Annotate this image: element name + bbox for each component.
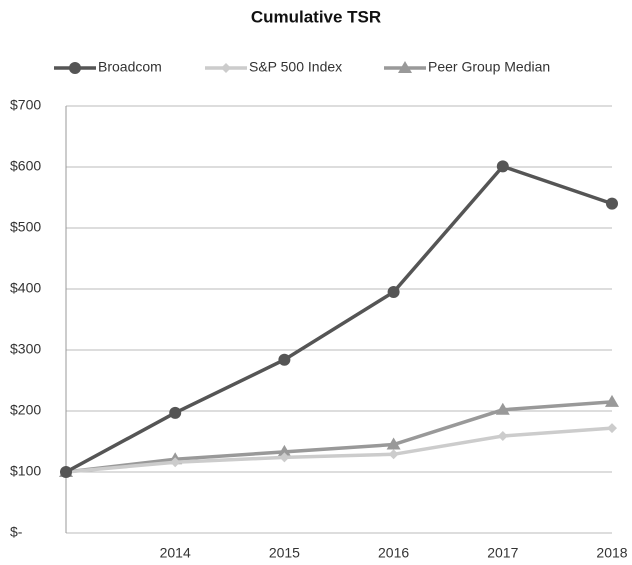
legend-marker bbox=[221, 63, 231, 73]
data-point bbox=[495, 402, 510, 415]
y-tick-label: $100 bbox=[10, 463, 41, 479]
data-point bbox=[387, 286, 400, 299]
data-point bbox=[605, 394, 619, 407]
data-point bbox=[278, 353, 291, 366]
data-point bbox=[388, 449, 399, 460]
chart-title: Cumulative TSR bbox=[251, 7, 381, 26]
legend-marker bbox=[69, 62, 81, 74]
series-line bbox=[65, 164, 613, 474]
data-point bbox=[277, 444, 292, 457]
x-tick-label: 2018 bbox=[596, 545, 627, 561]
y-tick-label: $700 bbox=[10, 97, 41, 113]
x-tick-label: 2015 bbox=[269, 545, 300, 561]
data-point bbox=[170, 457, 181, 468]
y-tick-label: $400 bbox=[10, 280, 41, 296]
series-line bbox=[65, 426, 613, 474]
data-point bbox=[386, 437, 401, 450]
series-line bbox=[65, 400, 613, 474]
y-tick-label: $300 bbox=[10, 341, 41, 357]
legend-marker bbox=[398, 61, 412, 73]
y-tick-label: $500 bbox=[10, 219, 41, 235]
x-tick-label: 2017 bbox=[487, 545, 518, 561]
data-point bbox=[279, 452, 290, 463]
legend-label: Peer Group Median bbox=[428, 59, 550, 75]
legend-label: Broadcom bbox=[98, 59, 162, 75]
data-point bbox=[60, 466, 72, 478]
y-tick-label: $- bbox=[10, 524, 23, 540]
legend-label: S&P 500 Index bbox=[249, 59, 342, 75]
x-tick-label: 2014 bbox=[160, 545, 191, 561]
data-point bbox=[169, 406, 182, 419]
y-tick-label: $200 bbox=[10, 402, 41, 418]
data-point bbox=[606, 197, 618, 210]
x-tick-label: 2016 bbox=[378, 545, 409, 561]
y-tick-label: $600 bbox=[10, 158, 41, 174]
data-point bbox=[607, 423, 617, 434]
data-point bbox=[496, 160, 509, 173]
data-point bbox=[497, 431, 508, 442]
